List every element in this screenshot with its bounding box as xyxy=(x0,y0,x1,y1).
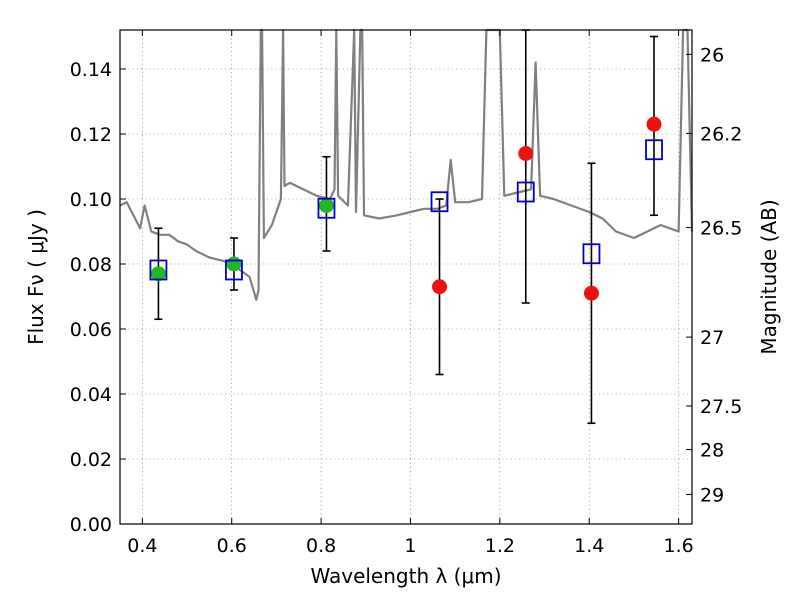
x-tick-label: 1.4 xyxy=(574,535,604,557)
right-tick-label: 26 xyxy=(700,44,724,66)
y-tick-label: 0.02 xyxy=(70,449,112,471)
data-markers xyxy=(149,116,663,301)
y-axis-label: Flux Fν ( μJy ) xyxy=(24,209,48,345)
model-spectrum-line xyxy=(119,28,694,301)
right-tick-label: 27 xyxy=(700,327,724,349)
green-circle-marker xyxy=(150,266,166,282)
x-tick-label: 1.6 xyxy=(663,535,693,557)
right-tick-label: 29 xyxy=(700,484,724,506)
blue-square-marker xyxy=(149,259,168,281)
x-tick-label: 0.8 xyxy=(306,535,336,557)
blue-square-marker xyxy=(516,181,535,203)
red-circle-marker xyxy=(646,116,662,132)
y-tick-label: 0.06 xyxy=(70,319,112,341)
y-tick-label: 0.00 xyxy=(70,514,112,536)
x-tick-label: 1 xyxy=(404,535,416,557)
error-bars xyxy=(154,29,659,425)
red-circle-marker xyxy=(432,279,448,295)
right-tick-label: 26.2 xyxy=(700,123,742,145)
right-axis-label: Magnitude (AB) xyxy=(757,199,781,354)
right-tick-label: 26.5 xyxy=(700,218,742,240)
y-tick-label: 0.08 xyxy=(70,254,112,276)
y-tick-label: 0.04 xyxy=(70,384,112,406)
plot-frame xyxy=(119,29,693,525)
y-tick-label: 0.12 xyxy=(70,124,112,146)
x-tick-label: 1.2 xyxy=(485,535,515,557)
right-tick-label: 27.5 xyxy=(700,396,742,418)
y-tick-label: 0.14 xyxy=(70,59,112,81)
x-axis-label: Wavelength λ (μm) xyxy=(310,564,501,588)
grid-lines xyxy=(120,30,692,524)
model-spectrum xyxy=(119,28,694,301)
right-tick-label: 28 xyxy=(700,440,724,462)
y-tick-label: 0.10 xyxy=(70,189,112,211)
blue-square-marker xyxy=(317,197,336,219)
blue-square-marker xyxy=(645,139,663,161)
x-tick-label: 0.4 xyxy=(127,535,157,557)
green-circle-marker xyxy=(318,198,334,213)
blue-square-marker xyxy=(225,259,243,281)
blue-square-marker xyxy=(430,191,449,213)
red-circle-marker xyxy=(518,146,534,161)
blue-square-marker xyxy=(582,243,601,265)
x-tick-label: 0.6 xyxy=(217,535,247,557)
green-circle-marker xyxy=(226,256,242,272)
axis-ticks: 0.4 0.6 0.8 1 1.2 1.4 1.6 0.00 0.02 0.04 0.06 0.08 0… xyxy=(70,30,742,557)
red-circle-marker xyxy=(583,285,599,301)
